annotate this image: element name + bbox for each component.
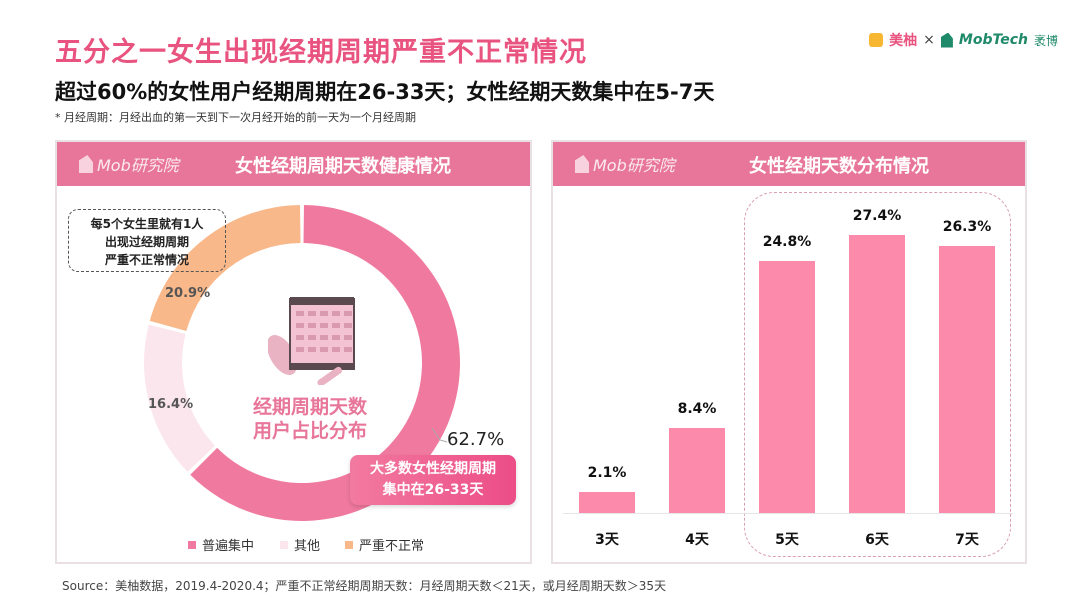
legend-item-common: 普遍集中 (188, 535, 254, 554)
mob-research-logo: Mob研究院 (79, 152, 179, 176)
legend-label: 严重不正常 (359, 539, 425, 554)
source-note: Source：美柚数据，2019.4-2020.4；严重不正常经期周期天数：月经… (62, 579, 667, 593)
mob-logo-text: Mob研究院 (97, 156, 179, 175)
callout-line: 严重不正常情况 (104, 253, 189, 267)
mob-logo-icon (79, 155, 93, 173)
bar-value-label: 24.8% (762, 234, 812, 251)
legend-label: 普遍集中 (202, 539, 255, 554)
bar-value-label: 8.4% (677, 400, 717, 417)
panel-header: Mob研究院 女性经期周期天数健康情况 (57, 142, 530, 186)
x-tick-label: 4天 (685, 532, 709, 548)
bar-value-label: 2.1% (587, 464, 627, 481)
donut-slice-2 (149, 205, 301, 331)
donut-slice-1 (144, 324, 216, 472)
x-tick-label: 5天 (775, 532, 799, 548)
cycle-health-panel: Mob研究院 女性经期周期天数健康情况 (55, 140, 532, 564)
highlight-box (744, 192, 1011, 557)
x-tick-label: 3天 (595, 532, 619, 548)
bar-3天 (579, 491, 635, 513)
calendar-icon (268, 297, 355, 385)
mobtech-logo-icon (940, 32, 953, 48)
leader-line (431, 427, 448, 443)
legend-swatch (188, 540, 196, 549)
legend-item-other: 其他 (280, 535, 320, 554)
bar-value-label: 27.4% (852, 208, 902, 224)
slice-label-common: 62.7% (447, 429, 505, 450)
mob-logo-icon (575, 155, 589, 173)
period-days-panel: Mob研究院 女性经期天数分布情况 (551, 140, 1027, 564)
page-title: 五分之一女生出现经期周期严重不正常情况 (55, 37, 587, 68)
annotation-box: 大多数女性经期周期 集中在26-33天 (350, 455, 516, 505)
callout-line: 出现过经期周期 (104, 235, 189, 249)
bar-4天 (669, 427, 725, 513)
panel-title: 女性经期天数分布情况 (749, 156, 929, 177)
x-tick-label: 6天 (865, 532, 889, 548)
times-sign: × (923, 32, 935, 48)
legend-label: 其他 (294, 539, 321, 554)
annotation-line: 大多数女性经期周期 (370, 461, 496, 477)
mobtech-logo-cn: 袤博 (1033, 33, 1058, 48)
definition-note: * 月经周期：月经出血的第一天到下一次月经开始的前一天为一个月经周期 (55, 111, 416, 124)
slice-label-other: 16.4% (148, 397, 194, 412)
legend-swatch (345, 540, 353, 549)
donut-center-text: 经期周期天数 用户占比分布 (230, 395, 390, 443)
brand-logos: 美柚 × MobTech 袤博 (869, 30, 1058, 50)
legend-swatch (280, 540, 288, 549)
page-subtitle: 超过60%的女性用户经期周期在26-33天；女性经期天数集中在5-7天 (55, 80, 715, 104)
meiyou-logo: 美柚 (889, 33, 918, 49)
annotation-line: 集中在26-33天 (382, 482, 484, 498)
bar-value-label: 26.3% (942, 219, 992, 236)
x-axis-line (563, 513, 1013, 514)
x-tick-label: 7天 (955, 532, 979, 548)
center-text-line: 经期周期天数 (252, 396, 367, 418)
bar-7天 (939, 246, 995, 513)
mob-logo-text: Mob研究院 (593, 156, 675, 175)
bar-5天 (759, 261, 815, 513)
bar-6天 (849, 235, 905, 513)
center-text-line: 用户占比分布 (252, 420, 367, 442)
donut-slice-0 (190, 205, 460, 522)
mob-research-logo: Mob研究院 (575, 152, 675, 176)
panel-title: 女性经期周期天数健康情况 (235, 156, 451, 177)
callout-box: 每5个女生里就有1人 出现过经期周期 严重不正常情况 (68, 209, 226, 272)
meiyou-logo-icon (869, 33, 884, 47)
callout-line: 每5个女生里就有1人 (90, 217, 204, 231)
panel-header: Mob研究院 女性经期天数分布情况 (553, 142, 1025, 186)
mobtech-logo: MobTech (958, 32, 1028, 48)
legend-item-severe: 严重不正常 (345, 535, 424, 554)
slice-label-severe: 20.9% (165, 286, 211, 301)
